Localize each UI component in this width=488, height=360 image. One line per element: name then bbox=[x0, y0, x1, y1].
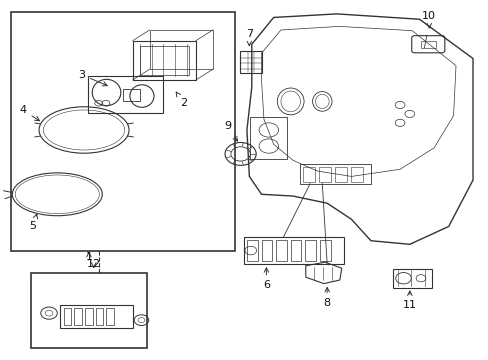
Bar bbox=[392, 269, 431, 288]
Text: 10: 10 bbox=[422, 11, 435, 28]
Bar bbox=[302, 167, 314, 182]
Bar bbox=[261, 240, 272, 261]
Bar bbox=[87, 76, 163, 113]
Bar bbox=[300, 164, 370, 184]
Text: 3: 3 bbox=[78, 69, 107, 86]
Text: 4: 4 bbox=[20, 105, 40, 121]
Bar bbox=[319, 240, 330, 261]
Bar bbox=[420, 41, 435, 48]
Bar bbox=[244, 237, 344, 264]
Text: 2: 2 bbox=[176, 92, 187, 108]
Bar bbox=[122, 89, 140, 102]
Bar bbox=[290, 240, 301, 261]
Text: 7: 7 bbox=[245, 28, 252, 46]
Bar bbox=[74, 308, 82, 325]
Bar bbox=[350, 167, 363, 182]
Bar bbox=[60, 305, 132, 328]
Bar bbox=[318, 167, 330, 182]
Bar bbox=[140, 46, 188, 75]
Text: 12: 12 bbox=[86, 259, 101, 269]
Bar bbox=[276, 240, 286, 261]
Bar bbox=[11, 12, 234, 251]
Text: 5: 5 bbox=[29, 214, 38, 231]
Text: 11: 11 bbox=[402, 291, 416, 310]
Bar bbox=[246, 240, 257, 261]
Bar bbox=[106, 308, 114, 325]
Bar bbox=[250, 117, 286, 158]
Bar bbox=[96, 308, 103, 325]
Bar bbox=[30, 273, 147, 348]
Bar bbox=[240, 51, 261, 73]
Bar bbox=[305, 240, 315, 261]
Text: 8: 8 bbox=[323, 287, 330, 308]
Text: 9: 9 bbox=[224, 121, 237, 141]
Bar bbox=[334, 167, 346, 182]
Text: 6: 6 bbox=[263, 268, 269, 291]
Bar bbox=[85, 308, 93, 325]
Bar bbox=[63, 308, 71, 325]
Text: 1: 1 bbox=[85, 252, 92, 262]
